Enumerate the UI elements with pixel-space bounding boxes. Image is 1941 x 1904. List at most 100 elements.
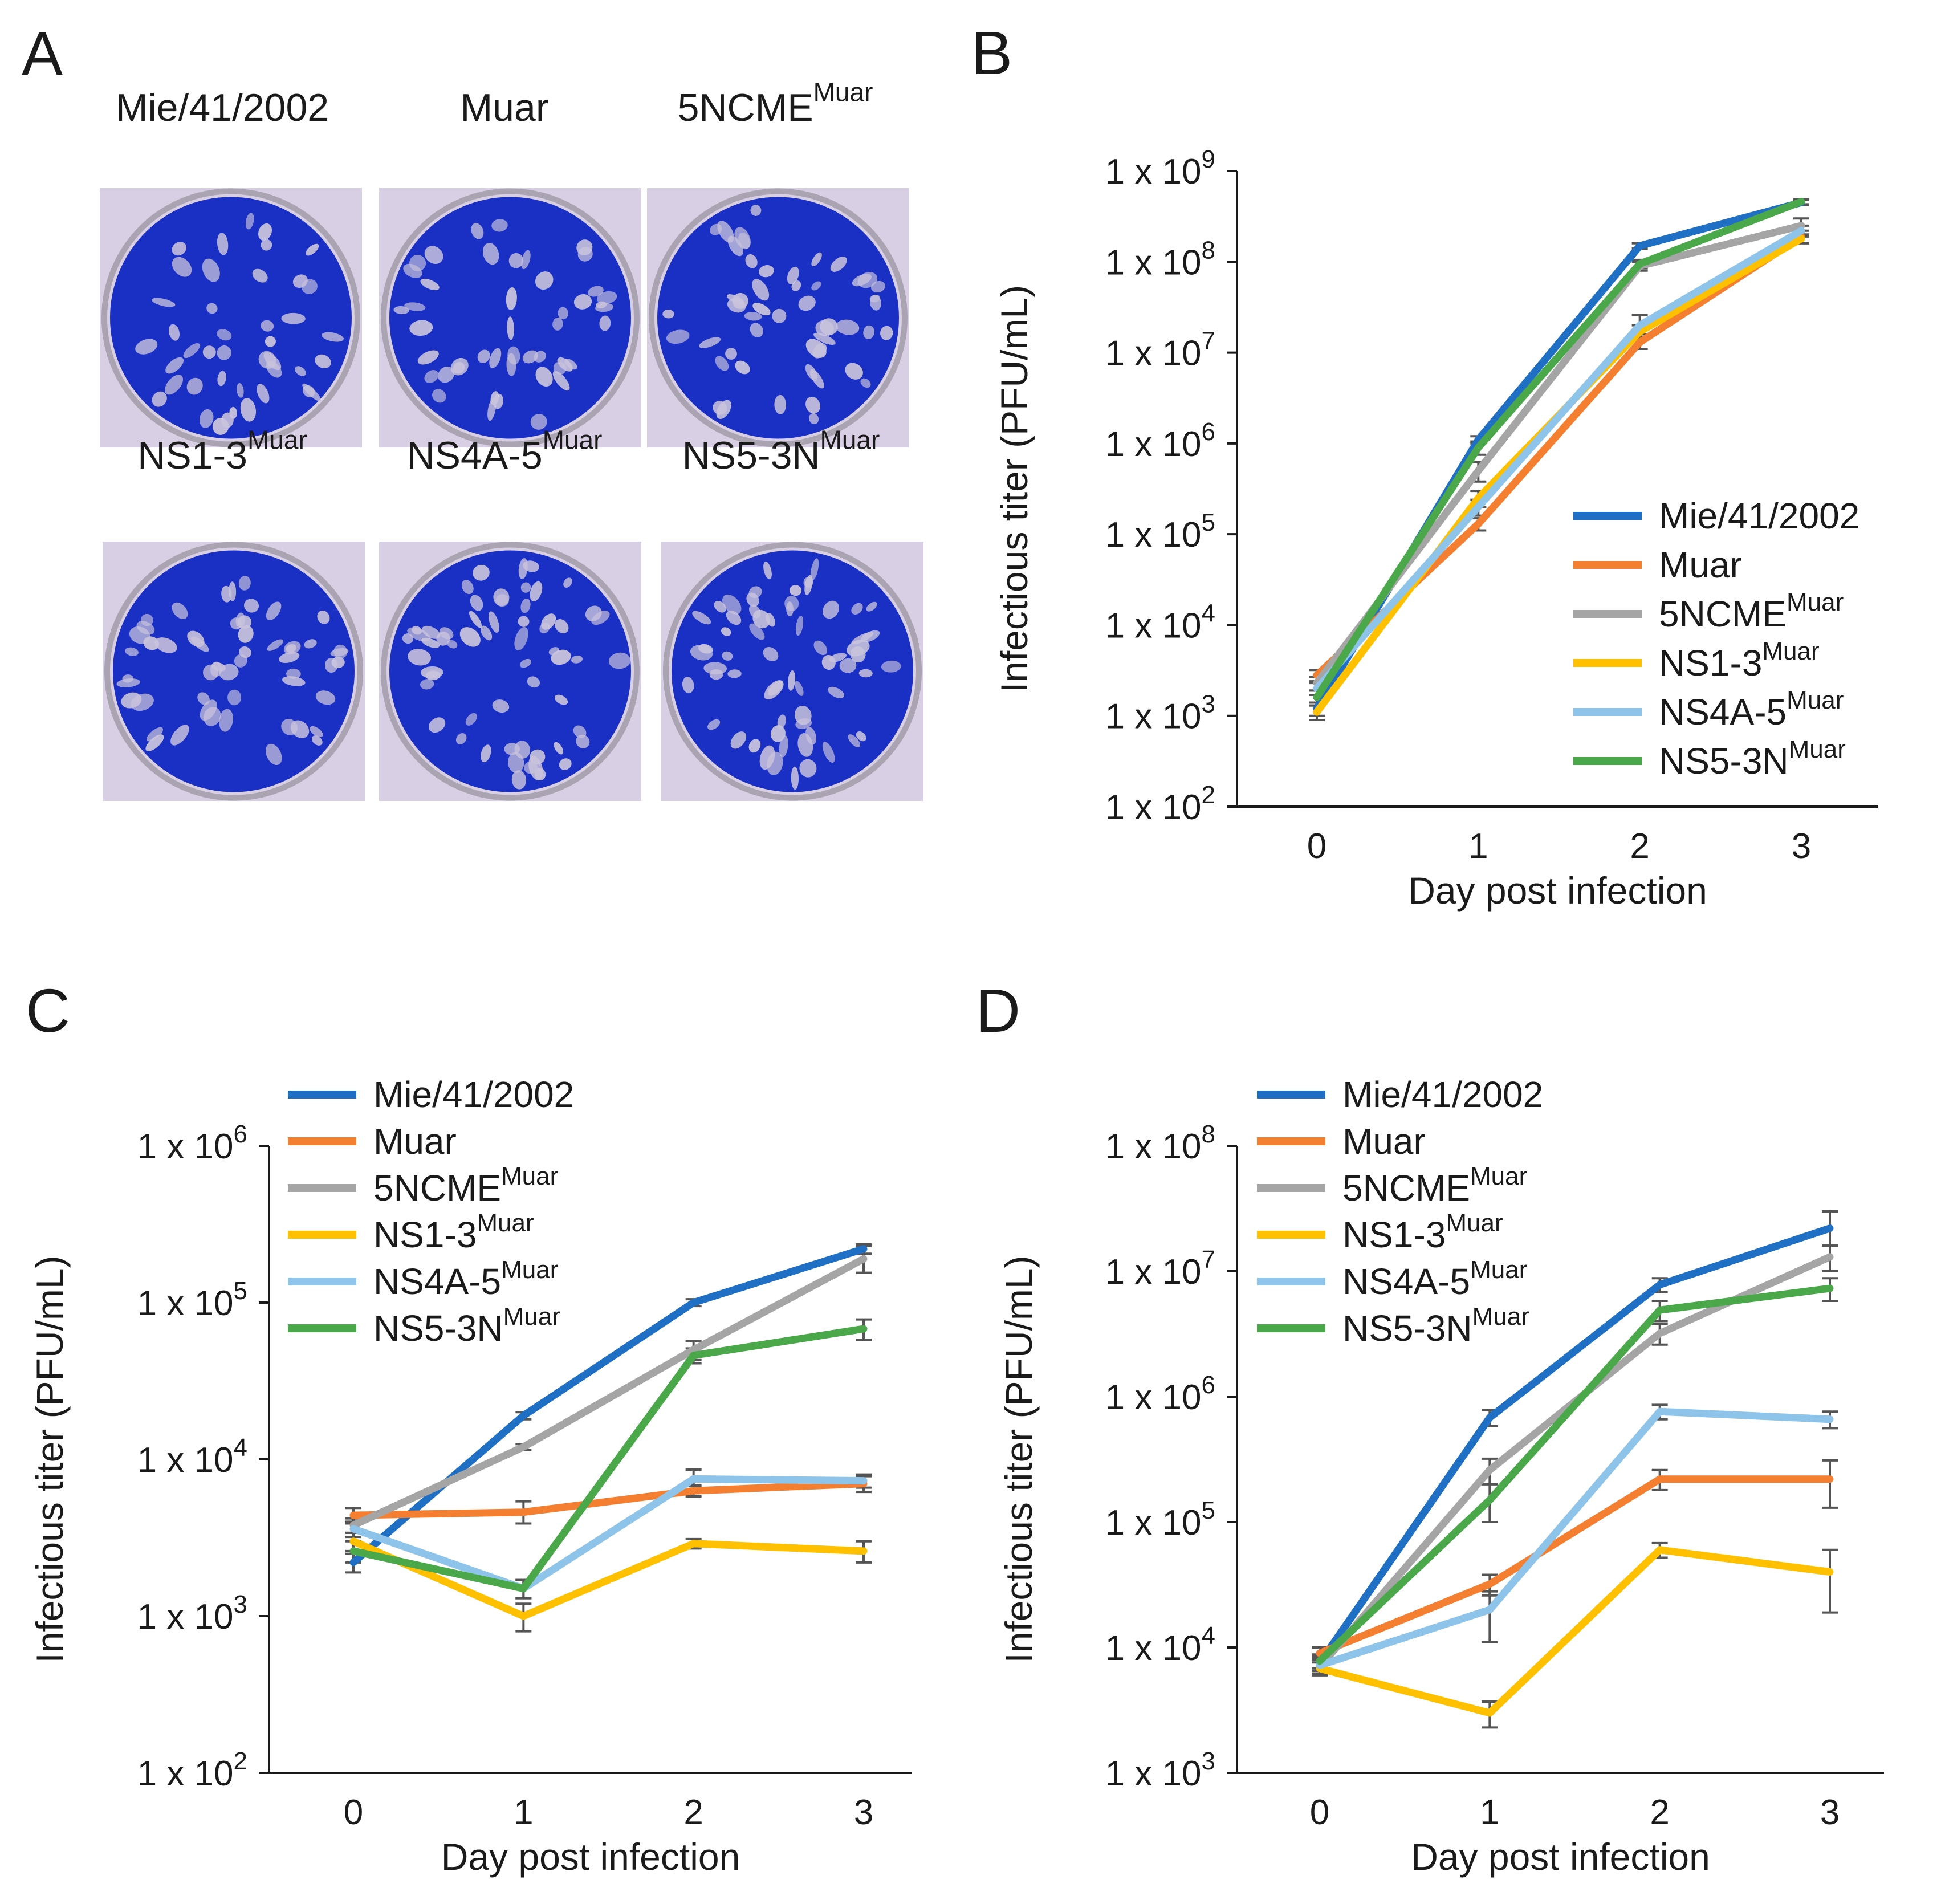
legend-label-muar: Muar (1342, 1121, 1426, 1162)
x-tick-label: 3 (1792, 827, 1811, 866)
y-axis-label: Infectious titer (PFU/mL) (998, 1255, 1040, 1663)
x-tick-label: 1 (1480, 1793, 1499, 1832)
data-point-ns5-3n (1826, 1285, 1833, 1292)
data-point-mie-41-2002 (1826, 1224, 1833, 1232)
data-point-ns4a-5 (1486, 1606, 1494, 1613)
y-axis-label: Infectious titer (PFU/mL) (993, 285, 1035, 693)
plaque-well-muar (379, 188, 641, 447)
legend-label-5ncme: 5NCMEMuar (1342, 1162, 1527, 1209)
plaque-well-5ncme (647, 188, 909, 447)
data-point-ns5-3n (860, 1325, 867, 1333)
series-line-muar (1316, 1475, 1834, 1657)
y-tick-label: 1 x 106 (137, 1120, 247, 1166)
data-point-ns1-3 (690, 1540, 697, 1547)
y-tick-label: 1 x 105 (1105, 508, 1215, 555)
legend-label-ns4a-5: NS4A-5Muar (1342, 1256, 1527, 1302)
data-point-mie-41-2002 (1636, 242, 1643, 250)
x-tick-label: 2 (1650, 1793, 1669, 1832)
data-point-ns4a-5 (1798, 227, 1805, 234)
y-tick-label: 1 x 104 (1105, 1622, 1215, 1668)
y-tick-label: 1 x 106 (1105, 418, 1215, 464)
series-line-5ncme (349, 1255, 868, 1529)
plaque-well-ns4a-5 (379, 542, 641, 801)
data-point-5ncme (520, 1443, 527, 1451)
data-point-ns5-3n (690, 1352, 697, 1359)
plaque-well-ns5-3n (661, 542, 923, 801)
legend-label-ns5-3n: NS5-3NMuar (1342, 1303, 1529, 1349)
data-point-ns5-3n (520, 1585, 527, 1592)
legend-label-ns4a-5: NS4A-5Muar (373, 1256, 558, 1302)
legend-label-mie-41-2002: Mie/41/2002 (373, 1074, 574, 1115)
data-point-mie-41-2002 (690, 1299, 697, 1306)
data-point-ns1-3 (350, 1537, 357, 1545)
y-tick-label: 1 x 105 (137, 1277, 247, 1323)
y-tick-label: 1 x 102 (1105, 781, 1215, 827)
data-point-ns5-3n (1798, 198, 1805, 205)
data-point-ns4a-5 (1656, 1408, 1663, 1415)
y-tick-label: 1 x 104 (137, 1434, 247, 1480)
well-label-5ncme: 5NCMEMuar (677, 77, 873, 130)
data-point-muar (1826, 1475, 1833, 1483)
x-tick-label: 3 (1820, 1793, 1840, 1832)
legend-label-mie-41-2002: Mie/41/2002 (1659, 495, 1859, 536)
data-point-ns5-3n (1656, 1307, 1663, 1314)
data-point-ns4a-5 (690, 1475, 697, 1483)
y-tick-label: 1 x 105 (1105, 1496, 1215, 1543)
legend-label-ns5-3n: NS5-3NMuar (1659, 735, 1846, 782)
data-point-muar (520, 1508, 527, 1516)
x-tick-label: 2 (1630, 827, 1649, 866)
legend-label-muar: Muar (373, 1121, 457, 1162)
panel-c-letter: C (26, 976, 70, 1045)
data-point-mie-41-2002 (1656, 1281, 1663, 1288)
y-tick-label: 1 x 104 (1105, 599, 1215, 645)
well-label-mie-41-2002: Mie/41/2002 (115, 86, 329, 129)
legend-label-ns1-3: NS1-3Muar (373, 1209, 534, 1255)
y-tick-label: 1 x 103 (1105, 690, 1215, 737)
data-point-ns5-3n (1313, 694, 1320, 701)
data-point-5ncme (1798, 222, 1805, 229)
data-point-muar (350, 1512, 357, 1519)
data-point-ns5-3n (1475, 444, 1482, 451)
legend-label-ns4a-5: NS4A-5Muar (1659, 686, 1844, 733)
y-tick-label: 1 x 107 (1105, 327, 1215, 373)
series-line-muar (349, 1480, 868, 1519)
data-point-mie-41-2002 (1486, 1414, 1494, 1421)
data-point-muar (690, 1487, 697, 1495)
y-tick-label: 1 x 102 (137, 1747, 247, 1793)
x-tick-label: 0 (344, 1793, 363, 1832)
y-tick-label: 1 x 107 (1105, 1246, 1215, 1292)
data-point-ns1-3 (1486, 1710, 1494, 1716)
series-line-ns4a-5 (1316, 1407, 1834, 1669)
legend-label-ns1-3: NS1-3Muar (1659, 637, 1820, 684)
data-point-5ncme (860, 1255, 867, 1263)
data-point-ns1-3 (1656, 1546, 1663, 1553)
panel-d-letter: D (976, 976, 1020, 1045)
y-tick-label: 1 x 106 (1105, 1371, 1215, 1417)
data-point-muar (1656, 1475, 1663, 1483)
x-tick-label: 1 (514, 1793, 533, 1832)
data-point-5ncme (1656, 1329, 1663, 1337)
data-point-ns1-3 (1798, 235, 1805, 242)
series-line-ns5-3n (1316, 1284, 1834, 1665)
series-line-ns1-3 (1313, 235, 1805, 716)
y-axis-label: Infectious titer (PFU/mL) (29, 1255, 71, 1663)
plaque-well-mie-41-2002 (100, 188, 362, 447)
data-point-ns1-3 (1313, 709, 1320, 716)
legend-label-5ncme: 5NCMEMuar (1659, 588, 1844, 634)
data-point-5ncme (1826, 1253, 1833, 1260)
panel-a-letter: A (22, 19, 63, 88)
well-label-ns4a-5: NS4A-5Muar (406, 425, 603, 478)
well-stain (389, 550, 631, 792)
data-point-ns4a-5 (1826, 1415, 1833, 1423)
x-axis-label: Day post infection (441, 1836, 740, 1878)
data-point-5ncme (1486, 1466, 1494, 1474)
y-tick-label: 1 x 109 (1105, 145, 1215, 192)
data-point-ns5-3n (350, 1547, 357, 1555)
x-axis-label: Day post infection (1411, 1836, 1710, 1878)
data-point-ns1-3 (1826, 1568, 1833, 1576)
data-point-ns5-3n (1486, 1496, 1494, 1504)
legend-label-ns5-3n: NS5-3NMuar (373, 1303, 560, 1349)
x-tick-label: 3 (854, 1793, 873, 1832)
x-tick-label: 1 (1468, 827, 1488, 866)
y-tick-label: 1 x 108 (1105, 1120, 1215, 1166)
